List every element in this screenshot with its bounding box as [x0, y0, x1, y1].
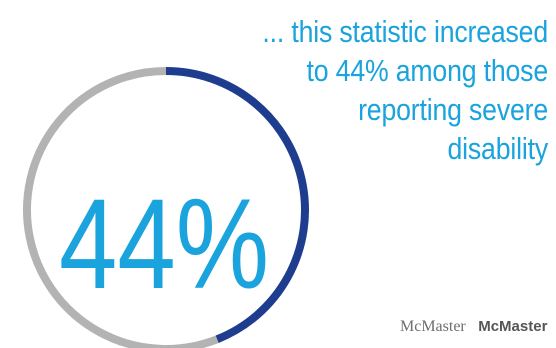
donut-slice-value [165, 67, 309, 343]
center-value-label: 44% [59, 172, 269, 315]
mcmaster-logo-serif: McMaster [400, 318, 466, 335]
annotation-line: ... this statistic increased [262, 14, 548, 49]
mcmaster-logo-bold: McMaster [478, 318, 548, 335]
annotation-line: to 44% among those [306, 53, 549, 88]
donut-slice-remainder [23, 67, 219, 348]
annotation-line: disability [447, 131, 548, 166]
annotation-line: reporting severe [358, 92, 548, 127]
annotation-text: ... this statistic increased to 44% amon… [204, 12, 548, 168]
footer-logos: McMaster McMaster [400, 318, 556, 348]
